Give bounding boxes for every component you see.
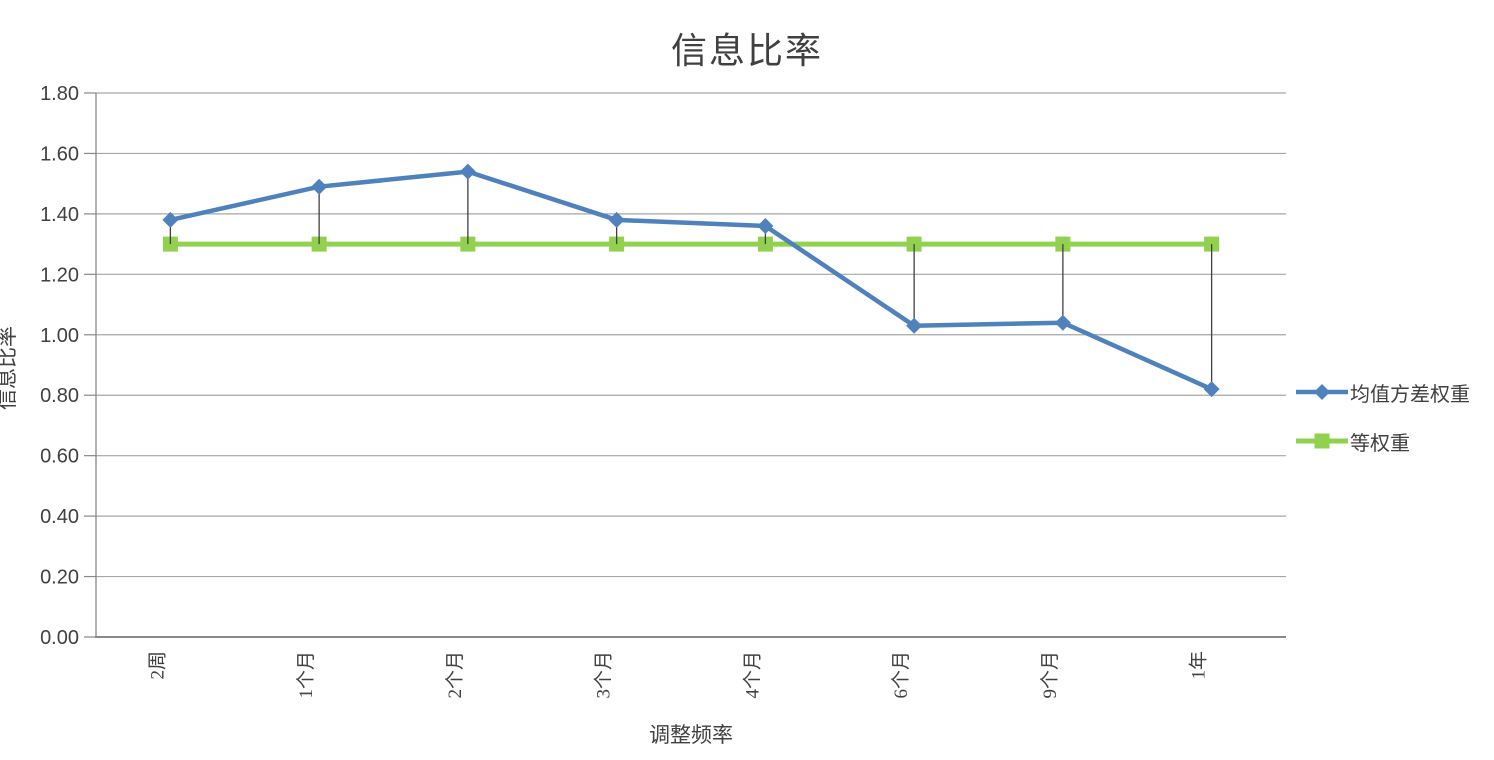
series-mean-variance-marker — [459, 163, 476, 180]
series-mean-variance-line — [168, 169, 1214, 392]
legend-entry-mean-variance-weight[interactable]: 均值方差权重 — [1296, 381, 1470, 406]
y-tick-label: 0.40 — [40, 506, 79, 528]
legend-label: 均值方差权重 — [1350, 383, 1470, 406]
series-mean-variance-marker — [1203, 381, 1220, 398]
y-tick-label: 1.60 — [40, 143, 79, 165]
legend-square-marker-icon — [1296, 433, 1348, 449]
x-axis-title: 调整频率 — [649, 723, 733, 747]
y-tick-label: 1.20 — [40, 264, 79, 286]
series-mean-variance-marker — [162, 211, 179, 228]
y-tick-label: 0.80 — [40, 385, 79, 407]
series-mean-variance-marker — [1054, 314, 1071, 331]
x-tick-label: 3个月 — [593, 651, 615, 699]
legend-entry-equal-weight[interactable]: 等权重 — [1296, 430, 1470, 455]
legend: 均值方差权重 等权重 — [1296, 381, 1470, 479]
x-tick-label: 9个月 — [1039, 651, 1061, 699]
legend-diamond-marker-icon — [1296, 384, 1348, 400]
y-tick-label: 0.00 — [40, 627, 79, 649]
x-tick-label: 2个月 — [444, 651, 466, 699]
chart-title: 信息比率 — [670, 31, 823, 71]
x-tick-label: 1年 — [1188, 651, 1210, 680]
x-tick-label: 4个月 — [741, 651, 763, 699]
y-tick-label: 1.80 — [40, 83, 79, 105]
x-tick-label: 6个月 — [890, 651, 912, 699]
y-tick-label: 0.60 — [40, 446, 79, 468]
series-mean-variance-marker — [757, 217, 774, 234]
x-tick-label: 2周 — [147, 651, 168, 680]
x-tick-label: 1个月 — [295, 651, 317, 699]
series-mean-variance-marker — [608, 211, 625, 228]
y-tick-label: 1.00 — [40, 325, 79, 347]
y-axis-title: 信息比率 — [0, 326, 19, 410]
y-tick-label: 0.20 — [40, 567, 79, 589]
series-mean-variance-marker — [311, 178, 328, 195]
legend-label: 等权重 — [1350, 432, 1410, 455]
y-tick-label: 1.40 — [40, 204, 79, 226]
series-mean-variance-marker — [906, 317, 923, 334]
